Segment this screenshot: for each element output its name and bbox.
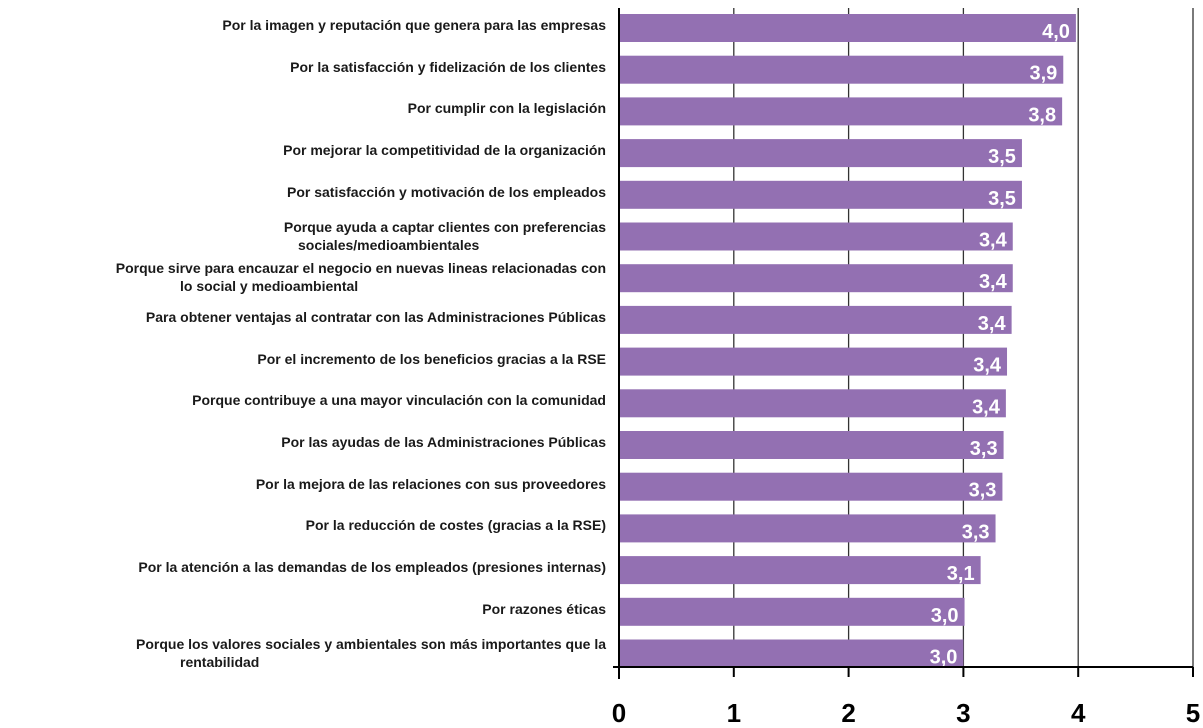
bar-value-label: 3,5 bbox=[988, 146, 1016, 168]
bar bbox=[619, 389, 1006, 418]
category-label-line: Para obtener ventajas al contratar con l… bbox=[145, 308, 606, 325]
category-label: Para obtener ventajas al contratar con l… bbox=[6, 308, 606, 326]
category-label: Porque sirve para encauzar el negocio en… bbox=[6, 259, 606, 295]
category-label-line: Por la satisfacción y fidelización de lo… bbox=[290, 58, 606, 75]
category-label-line: Por la reducción de costes (gracias a la… bbox=[305, 517, 606, 534]
category-label: Por la satisfacción y fidelización de lo… bbox=[6, 58, 606, 76]
category-label-line: lo social y medioambiental bbox=[180, 278, 359, 295]
bar-value-label: 3,4 bbox=[978, 313, 1007, 335]
bar-value-label: 3,0 bbox=[930, 647, 958, 669]
bar-value-label: 3,4 bbox=[979, 230, 1008, 252]
bar bbox=[619, 264, 1013, 293]
bar bbox=[619, 472, 1003, 501]
x-tick-label: 4 bbox=[1071, 698, 1086, 728]
category-label-line: Porque los valores sociales y ambientale… bbox=[136, 635, 606, 652]
bar bbox=[619, 180, 1022, 209]
bar bbox=[619, 97, 1063, 126]
category-label-line: sociales/medioambientales bbox=[298, 236, 480, 253]
category-label-line: Por las ayudas de las Administraciones P… bbox=[281, 434, 606, 450]
bar-value-label: 3,1 bbox=[947, 563, 975, 585]
bar-value-label: 3,0 bbox=[931, 605, 959, 627]
x-tick-label: 2 bbox=[841, 698, 855, 728]
bar-value-label: 3,4 bbox=[972, 396, 1001, 418]
bar bbox=[619, 139, 1022, 168]
category-label: Porque ayuda a captar clientes con prefe… bbox=[6, 218, 606, 254]
category-label-line: Porque ayuda a captar clientes con prefe… bbox=[283, 218, 606, 235]
category-label-line: Por la mejora de las relaciones con sus … bbox=[255, 475, 606, 492]
category-label: Por las ayudas de las Administraciones P… bbox=[6, 433, 606, 451]
category-label: Por la atención a las demandas de los em… bbox=[6, 558, 606, 576]
bar bbox=[619, 639, 964, 668]
category-label: Por el incremento de los beneficios grac… bbox=[6, 350, 606, 368]
category-label-line: Porque contribuye a una mayor vinculació… bbox=[192, 392, 606, 409]
bar-value-label: 3,5 bbox=[988, 188, 1016, 210]
bar-value-label: 3,4 bbox=[973, 355, 1002, 377]
bar bbox=[619, 347, 1008, 376]
bar-value-label: 3,8 bbox=[1028, 104, 1056, 126]
category-label-line: Porque sirve para encauzar el negocio en… bbox=[115, 260, 606, 277]
bar-value-label: 3,3 bbox=[962, 521, 990, 543]
x-tick-label: 1 bbox=[727, 698, 741, 728]
bar bbox=[619, 556, 981, 585]
bar bbox=[619, 305, 1012, 334]
bar bbox=[619, 55, 1064, 84]
bar bbox=[619, 597, 965, 626]
category-label: Por mejorar la competitividad de la orga… bbox=[6, 141, 606, 159]
x-tick-label: 5 bbox=[1186, 698, 1200, 728]
category-label: Por la imagen y reputación que genera pa… bbox=[6, 16, 606, 34]
category-label-line: Por cumplir con la legislación bbox=[407, 100, 606, 117]
bar bbox=[619, 431, 1004, 459]
category-label-line: rentabilidad bbox=[180, 653, 260, 670]
category-label-line: Por mejorar la competitividad de la orga… bbox=[283, 142, 606, 159]
category-label-line: Por el incremento de los beneficios grac… bbox=[257, 350, 606, 367]
category-label: Por razones éticas bbox=[6, 600, 606, 618]
category-label: Por la mejora de las relaciones con sus … bbox=[6, 475, 606, 493]
category-label: Por cumplir con la legislación bbox=[6, 99, 606, 117]
category-label: Por la reducción de costes (gracias a la… bbox=[6, 516, 606, 534]
category-label: Porque contribuye a una mayor vinculació… bbox=[6, 391, 606, 409]
category-label: Por satisfacción y motivación de los emp… bbox=[6, 183, 606, 201]
bar-value-label: 3,3 bbox=[970, 438, 998, 460]
category-label-line: Por razones éticas bbox=[482, 600, 606, 617]
bar-value-label: 3,9 bbox=[1029, 63, 1057, 85]
x-tick-label: 3 bbox=[956, 698, 970, 728]
category-label-line: Por la imagen y reputación que genera pa… bbox=[222, 17, 606, 33]
bar bbox=[619, 514, 996, 543]
bar bbox=[619, 14, 1076, 42]
category-label-line: Por la atención a las demandas de los em… bbox=[138, 559, 606, 576]
category-label-line: Por satisfacción y motivación de los emp… bbox=[287, 183, 606, 200]
category-label: Porque los valores sociales y ambientale… bbox=[6, 635, 606, 671]
bar-value-label: 4,0 bbox=[1042, 21, 1070, 43]
x-tick-label: 0 bbox=[612, 698, 626, 728]
bar bbox=[619, 222, 1013, 251]
bar-value-label: 3,3 bbox=[969, 480, 997, 502]
bar-value-label: 3,4 bbox=[979, 271, 1008, 293]
